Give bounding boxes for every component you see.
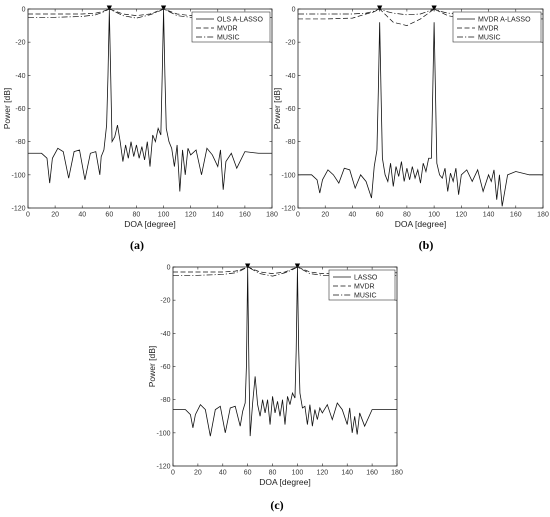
legend-label: OLS A-LASSO: [217, 17, 263, 24]
legend-label: LASSO: [354, 275, 378, 282]
series-line-mvdr: [173, 267, 397, 274]
x-tick-label: 60: [376, 212, 384, 219]
y-tick-label: 0: [292, 7, 296, 14]
y-tick-label: -80: [160, 397, 170, 404]
panel-caption: (a): [130, 238, 144, 252]
doa-marker: [294, 263, 301, 269]
doa-marker: [377, 5, 383, 11]
x-tick-label: 100: [158, 212, 170, 219]
y-tick-label: -80: [15, 139, 25, 146]
panel-caption: (b): [419, 238, 434, 252]
x-tick-label: 40: [78, 212, 86, 219]
x-tick-label: 0: [26, 212, 30, 219]
series-line-ols-a-lasso: [28, 10, 272, 192]
doa-marker: [160, 5, 167, 11]
x-tick-label: 80: [269, 470, 277, 477]
legend-label: MVDR: [478, 26, 499, 33]
y-tick-label: -120: [281, 206, 295, 213]
y-tick-label: -60: [160, 364, 170, 371]
legend-label: MVDR A-LASSO: [478, 17, 531, 24]
y-tick-label: 0: [167, 265, 171, 272]
y-tick-label: -60: [285, 106, 295, 113]
x-tick-label: 0: [296, 212, 300, 219]
y-tick-label: -120: [156, 464, 170, 471]
x-tick-label: 20: [194, 470, 202, 477]
x-tick-label: 40: [349, 212, 357, 219]
legend: OLS A-LASSO MVDR MUSIC: [191, 11, 271, 43]
legend: LASSO MVDR MUSIC: [328, 269, 396, 301]
y-tick-label: -40: [285, 73, 295, 80]
y-tick-label: -40: [15, 73, 25, 80]
x-tick-label: 120: [316, 470, 328, 477]
y-tick-label: -40: [160, 331, 170, 338]
x-tick-label: 0: [171, 470, 175, 477]
chart-panel-1: 0 20 40 60 80 100 120 140 160 180 0 -20 -40 -60 -80 -10…: [2, 5, 278, 252]
y-tick-label: -20: [15, 40, 25, 47]
y-tick-label: -120: [11, 206, 25, 213]
y-tick-label: -20: [285, 40, 295, 47]
x-axis-label: DOA [degree]: [124, 219, 176, 229]
x-axis-label: DOA [degree]: [259, 477, 311, 487]
x-axis-label: DOA [degree]: [395, 219, 447, 229]
y-axis-label: Power [dB]: [2, 88, 12, 130]
legend-label: MVDR: [217, 26, 238, 33]
legend-box: [452, 11, 542, 43]
legend-box: [328, 269, 396, 301]
legend-label: MUSIC: [478, 35, 501, 42]
doa-marker: [431, 5, 437, 11]
chart-panel-3: 0 20 40 60 80 100 120 140 160 180 0 -20 -40 -60 -80 -10…: [147, 263, 403, 512]
x-tick-label: 60: [105, 212, 113, 219]
y-tick-label: -20: [160, 298, 170, 305]
x-tick-label: 80: [133, 212, 141, 219]
x-tick-label: 180: [391, 470, 403, 477]
x-tick-label: 100: [428, 212, 440, 219]
x-tick-label: 40: [219, 470, 227, 477]
y-tick-label: -100: [281, 172, 295, 179]
y-tick-label: -80: [285, 139, 295, 146]
x-tick-label: 140: [212, 212, 224, 219]
y-tick-label: -100: [156, 430, 170, 437]
doa-marker: [106, 5, 112, 11]
chart-panel-2: 0 20 40 60 80 100 120 140 160 180 0 -20 -40 -60 -80 -10…: [272, 5, 549, 252]
legend-label: MUSIC: [354, 293, 377, 300]
series-line-mvdr-a-lasso: [298, 22, 543, 207]
x-tick-label: 20: [321, 212, 329, 219]
y-tick-label: -60: [15, 106, 25, 113]
doa-marker: [245, 263, 251, 269]
x-tick-label: 160: [366, 470, 378, 477]
y-tick-label: -100: [11, 172, 25, 179]
x-tick-label: 180: [537, 212, 549, 219]
y-axis-label: Power [dB]: [272, 88, 282, 130]
x-tick-label: 20: [51, 212, 59, 219]
x-tick-label: 180: [266, 212, 278, 219]
x-tick-label: 160: [510, 212, 522, 219]
legend: MVDR A-LASSO MVDR MUSIC: [452, 11, 542, 43]
x-tick-label: 140: [341, 470, 353, 477]
series-line-music: [173, 267, 397, 277]
x-tick-label: 120: [455, 212, 467, 219]
x-tick-label: 80: [403, 212, 411, 219]
x-tick-label: 60: [244, 470, 252, 477]
series-line-mvdr: [28, 9, 272, 16]
x-tick-label: 160: [239, 212, 251, 219]
y-axis-label: Power [dB]: [147, 346, 157, 388]
y-tick-label: 0: [22, 7, 26, 14]
x-tick-label: 120: [185, 212, 197, 219]
x-tick-label: 100: [292, 470, 304, 477]
panel-caption: (c): [270, 498, 283, 512]
legend-label: MUSIC: [217, 35, 240, 42]
series-line-lasso: [173, 268, 397, 437]
x-tick-label: 140: [483, 212, 495, 219]
legend-label: MVDR: [354, 284, 375, 291]
